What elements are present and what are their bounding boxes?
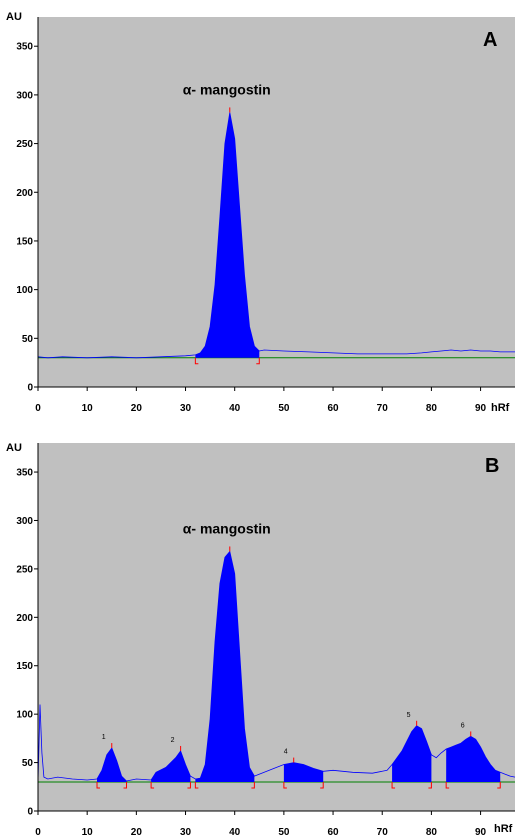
peak-label-a-1: α- mangostin xyxy=(183,81,271,97)
x-tick-label-b-60: 60 xyxy=(327,827,339,835)
peak-bracket-b-6-start xyxy=(445,781,450,789)
peak-label-b-3: α- mangostin xyxy=(183,520,271,536)
peak-bracket-b-3-end xyxy=(251,781,255,789)
trace-line-a xyxy=(37,112,515,359)
y-tick-label-b-150: 150 xyxy=(16,661,33,672)
x-tick-label-a-0: 0 xyxy=(35,403,41,414)
y-tick-label-a-150: 150 xyxy=(16,236,33,247)
x-tick-label-b-0: 0 xyxy=(35,827,41,835)
y-tick-label-a-250: 250 xyxy=(16,139,33,150)
plot-area-a xyxy=(38,17,515,387)
peak-bracket-a-1-start xyxy=(194,357,199,365)
peak-bracket-b-1-start xyxy=(96,781,101,789)
peaks-layer-b: 1 2 α- mangostin 4 5 6 xyxy=(96,520,501,789)
x-tick-label-b-30: 30 xyxy=(180,827,192,835)
x-tick-label-a-90: 90 xyxy=(475,403,487,414)
y-tick-label-a-50: 50 xyxy=(22,334,34,345)
y-tick-label-b-300: 300 xyxy=(16,516,33,527)
peak-bracket-b-6-end xyxy=(497,781,501,789)
y-tick-label-a-0: 0 xyxy=(27,383,33,394)
peak-label-b-2: 2 xyxy=(171,737,175,744)
x-tick-label-b-10: 10 xyxy=(82,827,94,835)
peak-bracket-b-2-end xyxy=(187,781,191,789)
x-tick-label-a-20: 20 xyxy=(131,403,143,414)
x-tick-label-a-30: 30 xyxy=(180,403,192,414)
peak-bracket-b-1-end xyxy=(123,781,128,789)
x-tick-label-b-90: 90 xyxy=(475,827,487,835)
peak-area-b-4 xyxy=(283,762,324,782)
x-tick-label-a-60: 60 xyxy=(327,403,339,414)
chart-panel-a: 0 10 20 30 40 50 60 70 80 90 0 50 100 150 200 250 300 350… xyxy=(6,11,515,414)
peaks-layer-a: α- mangostin xyxy=(183,81,271,365)
peak-area-b-6 xyxy=(446,736,501,782)
axes-layer-b xyxy=(37,443,515,812)
x-tick-label-a-70: 70 xyxy=(377,403,389,414)
y-tick-label-b-350: 350 xyxy=(16,468,33,479)
y-tick-label-a-100: 100 xyxy=(16,285,33,296)
panel-label-b: B xyxy=(485,455,499,477)
x-tick-label-a-80: 80 xyxy=(426,403,438,414)
x-tick-label-b-20: 20 xyxy=(131,827,143,835)
y-tick-label-b-50: 50 xyxy=(22,758,34,769)
ticks-layer-a: 0 10 20 30 40 50 60 70 80 90 0 50 100 150 200 250 300 350 xyxy=(16,42,486,414)
x-tick-label-a-50: 50 xyxy=(278,403,290,414)
y-tick-label-b-200: 200 xyxy=(16,613,33,624)
x-tick-label-b-50: 50 xyxy=(278,827,290,835)
x-tick-label-a-40: 40 xyxy=(229,403,241,414)
panel-label-a: A xyxy=(483,29,497,51)
peak-bracket-b-4-start xyxy=(283,781,287,789)
area-layer-b xyxy=(37,550,516,783)
peak-area-b-3 xyxy=(195,551,255,782)
peak-bracket-b-5-end xyxy=(428,781,432,789)
area-layer-a xyxy=(37,112,515,359)
x-tick-label-b-70: 70 xyxy=(377,827,389,835)
x-axis-label-b: hRf xyxy=(494,823,513,835)
ticks-layer-b: 0 10 20 30 40 50 60 70 80 90 0 50 100 150 200 250 300 350 xyxy=(16,468,486,835)
peak-bracket-b-3-start xyxy=(194,781,199,789)
peak-bracket-a-1-end xyxy=(256,357,260,365)
x-axis-label-a: hRf xyxy=(491,402,510,414)
y-tick-label-a-350: 350 xyxy=(16,42,33,53)
axes-layer-a xyxy=(37,17,515,388)
y-axis-label-b: AU xyxy=(6,442,22,454)
x-tick-label-b-80: 80 xyxy=(426,827,438,835)
x-tick-label-b-40: 40 xyxy=(229,827,241,835)
peak-area-b-5 xyxy=(392,725,432,782)
peak-label-b-4: 4 xyxy=(284,749,288,756)
trace-line-b xyxy=(37,550,516,782)
peak-area-b-2 xyxy=(151,751,191,782)
y-tick-label-a-300: 300 xyxy=(16,90,33,101)
peak-area-a-1 xyxy=(195,112,260,358)
y-tick-label-b-250: 250 xyxy=(16,564,33,575)
y-tick-label-a-200: 200 xyxy=(16,188,33,199)
peak-label-b-6: 6 xyxy=(461,722,465,729)
peak-label-b-5: 5 xyxy=(407,712,411,719)
peak-bracket-b-5-start xyxy=(391,781,396,789)
peak-bracket-b-2-start xyxy=(150,781,155,789)
peak-label-b-1: 1 xyxy=(102,734,106,741)
y-tick-label-b-100: 100 xyxy=(16,710,33,721)
peak-area-b-1 xyxy=(97,748,127,782)
plot-area-b xyxy=(38,443,515,811)
y-axis-label-a: AU xyxy=(6,11,22,23)
x-tick-label-a-10: 10 xyxy=(82,403,94,414)
peak-bracket-b-4-end xyxy=(320,781,324,789)
chart-panel-b: 0 10 20 30 40 50 60 70 80 90 0 50 100 150 200 250 300 350… xyxy=(6,442,516,835)
y-tick-label-b-0: 0 xyxy=(27,807,33,818)
